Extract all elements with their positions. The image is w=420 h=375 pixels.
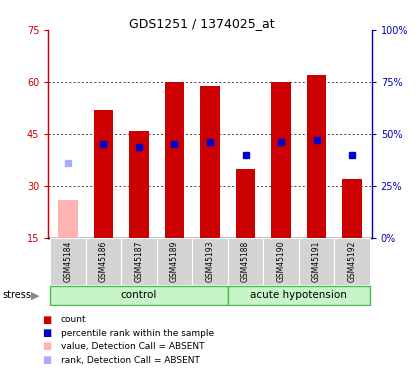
Text: GSM45190: GSM45190 (277, 241, 286, 282)
Text: GSM45192: GSM45192 (348, 241, 357, 282)
Bar (200, 86, 220, 238)
Bar (228, 238, 263, 285)
Text: GSM45184: GSM45184 (63, 241, 72, 282)
Bar (129, 130, 149, 238)
Text: rank, Detection Call = ABSENT: rank, Detection Call = ABSENT (61, 356, 200, 364)
Text: control: control (121, 290, 157, 300)
Bar (334, 238, 370, 285)
Text: ▶: ▶ (32, 291, 40, 300)
Bar (157, 238, 192, 285)
Bar (58, 200, 78, 238)
Bar (50, 238, 86, 285)
Bar (307, 75, 326, 238)
Text: GSM45188: GSM45188 (241, 241, 250, 282)
Text: GSM45189: GSM45189 (170, 241, 179, 282)
Bar (271, 82, 291, 238)
Text: acute hypotension: acute hypotension (250, 290, 347, 300)
Bar (228, 286, 370, 304)
Text: percentile rank within the sample: percentile rank within the sample (61, 328, 214, 338)
Text: GSM45186: GSM45186 (99, 241, 108, 282)
Text: ■: ■ (42, 315, 51, 324)
Text: ■: ■ (42, 328, 51, 338)
Text: value, Detection Call = ABSENT: value, Detection Call = ABSENT (61, 342, 205, 351)
Bar (263, 238, 299, 285)
Text: stress: stress (2, 291, 31, 300)
Text: GSM45193: GSM45193 (205, 241, 215, 282)
Bar (94, 110, 113, 238)
Bar (236, 169, 255, 238)
Text: GSM45191: GSM45191 (312, 241, 321, 282)
Bar (50, 286, 228, 304)
Bar (192, 238, 228, 285)
Bar (165, 82, 184, 238)
Text: count: count (61, 315, 87, 324)
Text: ■: ■ (42, 342, 51, 351)
Bar (342, 179, 362, 238)
Bar (121, 238, 157, 285)
Text: GSM45187: GSM45187 (134, 241, 143, 282)
Bar (299, 238, 334, 285)
Text: ■: ■ (42, 355, 51, 365)
Text: GDS1251 / 1374025_at: GDS1251 / 1374025_at (129, 17, 274, 30)
Bar (86, 238, 121, 285)
